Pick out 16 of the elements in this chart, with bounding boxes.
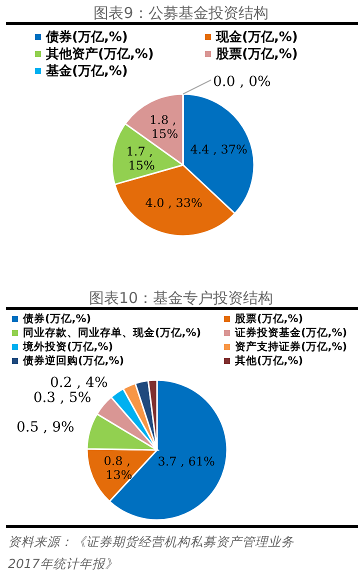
legend-label: 债券逆回购(万亿,%) (23, 355, 124, 367)
legend-label: 境外投资(万亿,%) (23, 341, 114, 353)
legend-label: 同业存款、同业存单、现金(万亿,%) (23, 327, 202, 339)
legend-label: 债券(万亿,%) (23, 313, 92, 325)
chart-title: 图表10：基金专户投资结构 (88, 289, 274, 308)
legend-label: 其他资产(万亿,%) (46, 47, 154, 62)
legend-label: 基金(万亿,%) (46, 64, 128, 79)
legend-label: 股票(万亿,%) (216, 47, 298, 62)
legend-label: 其他(万亿,%) (235, 355, 304, 367)
legend-label: 债券(万亿,%) (46, 30, 128, 45)
legend-label: 证券投资基金(万亿,%) (235, 327, 348, 339)
text: 资料来源：《证券期货经营机构私募资产管理业务2017年统计年报》 (8, 533, 295, 573)
legend-label: 现金(万亿,%) (216, 30, 298, 45)
chart-title: 图表9：公募基金投资结构 (92, 4, 270, 23)
legend-label: 股票(万亿,%) (235, 313, 304, 325)
legend-label: 资产支持证券(万亿,%) (235, 341, 348, 353)
